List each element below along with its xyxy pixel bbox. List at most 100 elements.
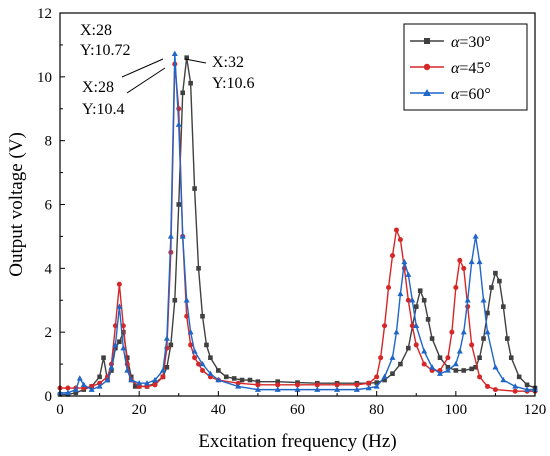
- data-point: [397, 237, 403, 243]
- data-point: [199, 360, 206, 367]
- data-point: [159, 367, 166, 373]
- y-tick-label: 4: [45, 261, 53, 277]
- data-point: [120, 344, 127, 351]
- data-point: [239, 377, 245, 383]
- data-point: [295, 382, 300, 388]
- data-point: [366, 380, 372, 386]
- data-point: [453, 284, 459, 290]
- y-tick-label: 12: [37, 6, 52, 22]
- data-point: [152, 376, 158, 383]
- data-point: [175, 121, 182, 127]
- data-point: [469, 342, 475, 348]
- data-point: [501, 304, 506, 309]
- data-point: [421, 297, 427, 303]
- data-point: [97, 374, 102, 380]
- data-point: [65, 385, 71, 391]
- data-point: [164, 364, 170, 370]
- data-point: [365, 384, 372, 391]
- ticks-layer: 0 20 40 60 80 100 120 0 2 4 6 8 10 12: [37, 6, 546, 418]
- x-tick-label: 60: [290, 402, 305, 418]
- data-point: [120, 323, 126, 329]
- data-point: [492, 364, 499, 370]
- data-point: [413, 322, 420, 328]
- data-point: [398, 361, 403, 367]
- data-point: [231, 376, 237, 381]
- data-point: [108, 364, 115, 370]
- annotation-label: X:28: [80, 22, 112, 39]
- annotation-leader: [121, 58, 164, 78]
- data-point: [314, 386, 321, 392]
- data-point: [200, 367, 205, 373]
- data-point: [456, 348, 463, 354]
- alpha-symbol: α: [451, 60, 460, 77]
- data-point: [116, 303, 123, 309]
- data-point: [207, 370, 214, 376]
- data-point: [373, 383, 380, 389]
- data-point: [405, 271, 412, 277]
- data-point: [409, 323, 415, 329]
- y-tick-label: 2: [45, 325, 53, 341]
- data-point: [353, 386, 360, 392]
- legend-marker-circle: [423, 63, 431, 71]
- data-point: [473, 364, 478, 370]
- y-tick-label: 8: [45, 134, 53, 150]
- data-point: [485, 310, 490, 316]
- data-point: [294, 386, 301, 392]
- data-point: [76, 375, 83, 381]
- x-tick-label: 40: [211, 402, 226, 418]
- y-axis-title: Output voltage (V): [6, 132, 27, 277]
- data-point: [247, 377, 253, 383]
- data-point: [389, 354, 396, 360]
- data-point: [80, 381, 87, 388]
- data-point: [390, 253, 395, 259]
- data-point: [191, 348, 198, 354]
- data-point: [163, 335, 170, 341]
- data-point: [417, 288, 423, 293]
- data-point: [468, 258, 475, 265]
- data-point: [480, 297, 487, 303]
- data-point: [437, 370, 443, 376]
- data-point: [485, 383, 490, 389]
- alpha-value: =30°: [459, 34, 490, 51]
- legend-label: α=30°: [451, 34, 491, 51]
- data-point: [180, 90, 186, 96]
- data-point: [152, 382, 158, 388]
- data-point: [425, 317, 431, 322]
- data-point: [215, 376, 222, 383]
- data-point: [405, 297, 411, 303]
- data-point: [255, 379, 261, 384]
- data-point: [192, 186, 197, 191]
- data-point: [188, 342, 194, 348]
- data-point: [235, 383, 242, 389]
- data-point: [390, 371, 395, 376]
- legend: α=30° α=45° α=60°: [403, 23, 528, 111]
- data-point: [429, 336, 435, 341]
- data-point: [204, 342, 209, 348]
- data-point: [172, 297, 178, 303]
- data-point: [112, 341, 119, 348]
- data-point: [274, 386, 281, 392]
- data-point: [461, 368, 467, 373]
- x-tick-label: 80: [369, 402, 384, 418]
- data-point: [73, 390, 79, 396]
- series-line: [60, 64, 535, 392]
- alpha-symbol: α: [451, 34, 460, 51]
- data-point: [464, 297, 471, 303]
- data-point: [393, 328, 400, 335]
- data-point: [104, 376, 111, 383]
- data-point: [96, 383, 103, 389]
- data-point: [101, 355, 106, 360]
- series-layer: [57, 50, 538, 397]
- data-point: [397, 290, 404, 297]
- data-point: [196, 361, 202, 367]
- data-point: [223, 374, 229, 380]
- data-point: [382, 323, 388, 329]
- x-axis-title: Excitation frequency (Hz): [198, 431, 396, 452]
- data-point: [477, 374, 483, 380]
- data-point: [516, 374, 522, 380]
- annotation-leader: [126, 67, 166, 94]
- data-point: [386, 284, 392, 290]
- data-point: [374, 380, 379, 385]
- data-point: [500, 376, 507, 383]
- data-point: [429, 364, 436, 370]
